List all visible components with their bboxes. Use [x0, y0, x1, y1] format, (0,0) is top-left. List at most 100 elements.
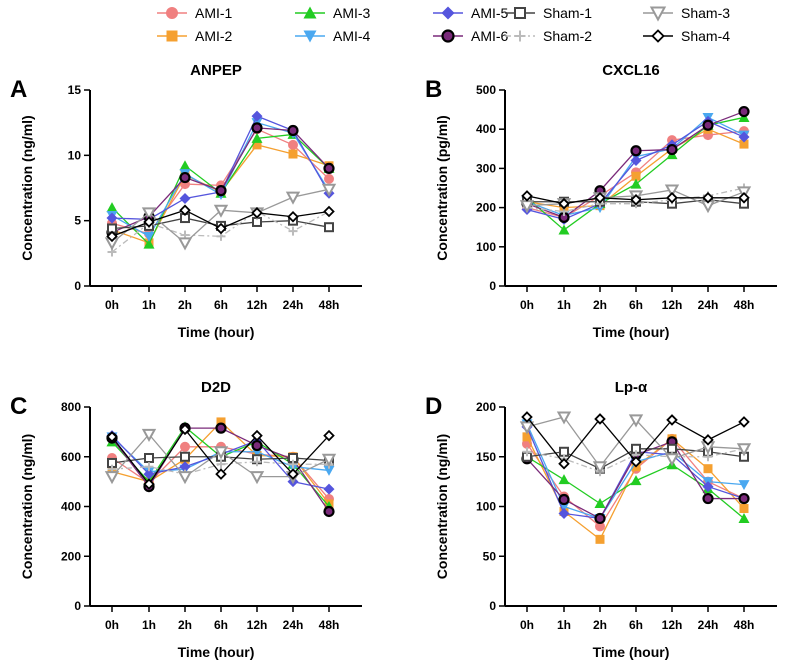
data-point-ami-5-1h: [558, 507, 570, 519]
x-tick-label: 1h: [142, 618, 156, 632]
data-point-sham-4-1h: [143, 478, 155, 490]
x-tick-label: 24h: [698, 618, 719, 632]
y-tick-label: 100: [476, 240, 496, 254]
data-point-ami-6-6h: [215, 422, 227, 434]
series-sham-3: [104, 428, 337, 485]
x-tick-label: 12h: [662, 298, 683, 312]
y-axis-title: Concentration (ng/ml): [19, 434, 35, 579]
x-tick-label: 1h: [557, 298, 571, 312]
data-point-ami-1-48h: [324, 173, 334, 184]
data-point-ami-4-48h: [323, 465, 335, 476]
x-tick-label: 2h: [593, 298, 607, 312]
data-point-ami-6-12h: [251, 439, 263, 452]
legend-label: AMI-5: [471, 5, 509, 21]
y-axis-title: Concentration (ng/ml): [434, 434, 450, 579]
y-tick-label: 15: [68, 83, 82, 97]
data-point-sham-3-6h: [213, 446, 229, 460]
data-point-sham-3-12h: [249, 471, 265, 485]
legend-marker-sham-4: [651, 29, 665, 43]
y-tick-label: 600: [61, 450, 81, 464]
data-point-ami-3-2h: [594, 498, 606, 509]
x-tick-label: 6h: [629, 298, 643, 312]
x-tick-label: 2h: [593, 618, 607, 632]
data-point-sham-3-48h: [321, 453, 337, 467]
chart-title: D2D: [201, 379, 231, 396]
data-point-sham-4-24h: [702, 192, 714, 204]
chart-panels: A ANPEP 0 5 10 15 0h 1h 2h 6h 12h 24h 48h Time (hour)…: [10, 62, 777, 660]
data-point-sham-3-6h: [213, 204, 229, 218]
x-tick-label: 24h: [283, 618, 304, 632]
data-point-sham-1-2h: [180, 451, 190, 462]
data-point-sham-3-1h: [556, 411, 572, 425]
legend-marker-ami-4: [303, 30, 317, 43]
x-tick-label: 24h: [283, 298, 304, 312]
data-point-ami-2-24h: [703, 464, 713, 474]
y-tick-label: 300: [476, 161, 496, 175]
panel-d-lp: D Lp-α 0 50 100 150 200 0h 1h 2h 6h 12h 24h 48h Time (…: [425, 379, 777, 660]
data-point-ami-6-2h: [179, 171, 191, 184]
legend-label: Sham-2: [543, 28, 592, 44]
data-point-ami-5-48h: [738, 131, 750, 143]
x-axis-title: Time (hour): [593, 324, 670, 340]
legend-item-ami-4: AMI-4: [295, 28, 371, 44]
panel-c-d2d: C D2D 0 200 400 600 800 0h 1h 2h 6h 12h 24h 48h Time (…: [10, 379, 362, 660]
legend-marker-ami-2: [166, 30, 178, 42]
data-point-sham-3-6h: [628, 414, 644, 428]
data-point-sham-4-48h: [323, 205, 335, 218]
data-point-sham-3-12h: [664, 184, 680, 198]
x-tick-label: 1h: [142, 298, 156, 312]
data-point-ami-2-12h: [252, 140, 262, 150]
legend-marker-ami-1: [166, 7, 178, 19]
data-point-ami-5-2h: [179, 192, 191, 204]
data-point-ami-6-6h: [215, 185, 227, 197]
data-point-ami-2-2h: [595, 534, 605, 544]
data-point-sham-3-2h: [592, 461, 608, 475]
legend-label: Sham-1: [543, 5, 592, 21]
chart-title: ANPEP: [190, 62, 242, 79]
legend-marker-ami-3: [303, 6, 317, 19]
legend-item-ami-3: AMI-3: [295, 5, 371, 21]
data-point-sham-1-1h: [144, 452, 154, 463]
x-tick-label: 48h: [734, 298, 755, 312]
data-point-ami-6-12h: [251, 122, 263, 134]
data-point-sham-4-0h: [106, 431, 118, 443]
data-point-ami-6-1h: [558, 493, 570, 506]
data-point-ami-3-1h: [558, 224, 570, 235]
data-point-ami-3-12h: [251, 132, 263, 143]
data-point-sham-4-0h: [106, 230, 118, 243]
data-point-ami-3-2h: [179, 160, 191, 171]
legend-item-ami-1: AMI-1: [157, 5, 233, 21]
data-point-sham-3-48h: [736, 443, 752, 457]
data-point-sham-3-1h: [141, 428, 157, 442]
data-point-sham-4-24h: [287, 210, 299, 223]
x-tick-label: 24h: [698, 298, 719, 312]
data-point-ami-2-24h: [288, 149, 298, 159]
data-point-ami-2-6h: [631, 171, 641, 181]
y-tick-label: 100: [476, 500, 496, 514]
data-point-sham-4-2h: [179, 423, 191, 436]
x-tick-label: 0h: [105, 618, 119, 632]
legend-item-sham-2: Sham-2: [505, 28, 592, 44]
panel-b-cxcl16: B CXCL16 0 100 200 300 400 500 0h 1h 2h 6h 12h 24h 48h…: [425, 62, 777, 340]
data-point-ami-6-2h: [594, 512, 606, 525]
data-point-ami-1-2h: [180, 441, 190, 452]
data-point-sham-3-12h: [664, 453, 680, 467]
data-point-ami-3-0h: [106, 202, 118, 213]
data-point-sham-4-6h: [215, 468, 227, 480]
legend: AMI-1 AMI-3 AMI-5 Sham-1 Sham-3 AMI-2 AMI-4 AMI…: [157, 5, 730, 44]
data-point-ami-4-1h: [558, 502, 570, 512]
legend-marker-ami-6: [441, 29, 455, 43]
data-point-sham-4-2h: [594, 192, 606, 204]
data-point-sham-4-12h: [251, 429, 263, 442]
x-tick-label: 48h: [319, 298, 340, 312]
data-point-ami-5-12h: [251, 110, 263, 122]
data-point-ami-3-1h: [143, 238, 155, 249]
x-tick-label: 0h: [520, 298, 534, 312]
x-tick-label: 12h: [662, 618, 683, 632]
y-tick-label: 800: [61, 400, 81, 414]
data-point-sham-3-2h: [177, 237, 193, 251]
data-point-ami-5-2h: [179, 461, 191, 473]
data-point-sham-3-48h: [321, 183, 337, 197]
y-tick-label: 150: [476, 450, 496, 464]
data-point-sham-4-48h: [323, 429, 335, 442]
